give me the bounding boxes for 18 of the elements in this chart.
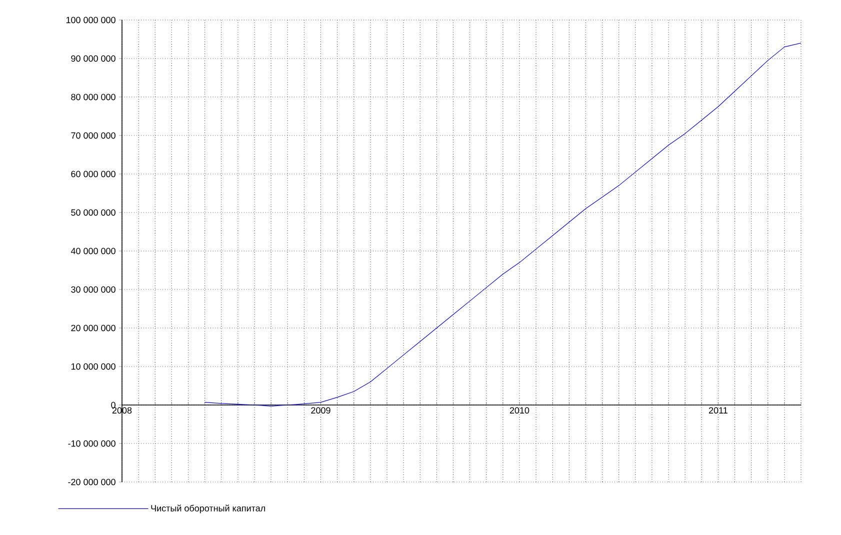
y-tick-label: 30 000 000 — [71, 286, 116, 293]
y-tick-label: 100 000 000 — [66, 16, 116, 24]
y-tick-label: 60 000 000 — [71, 170, 116, 178]
y-tick-label: 50 000 000 — [71, 209, 116, 216]
x-tick-label: 2009 — [311, 407, 330, 414]
x-tick-label: 2011 — [708, 407, 728, 414]
y-tick-label: 0 — [111, 402, 116, 408]
y-tick-label: 80 000 000 — [71, 94, 116, 100]
y-tick-label: -20 000 000 — [68, 478, 116, 486]
line-series — [204, 42, 802, 406]
y-tick-label: 40 000 000 — [70, 248, 116, 254]
text: Чистый оборотный капитал — [151, 504, 265, 514]
y-tick-label: 70 000 000 — [71, 132, 116, 139]
y-tick-label: -10 000 000 — [68, 440, 116, 447]
x-tick-label: 2010 — [510, 407, 530, 414]
y-tick-label: 20 000 000 — [71, 324, 116, 332]
y-tick-label: 10 000 000 — [71, 363, 116, 370]
y-tick-label: 90 000 000 — [71, 55, 116, 62]
